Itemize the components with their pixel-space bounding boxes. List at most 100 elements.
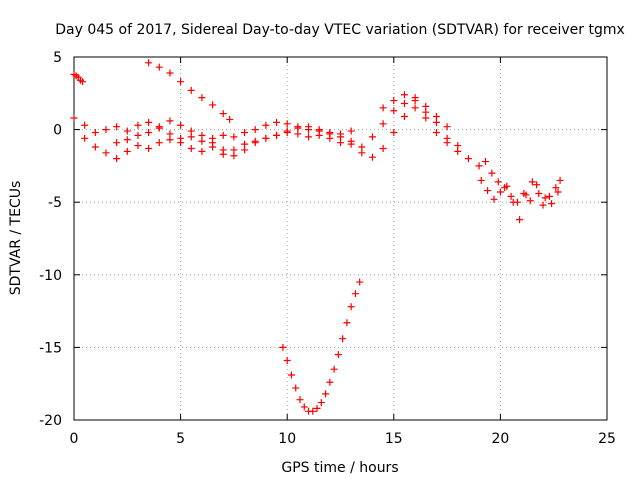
data-point xyxy=(379,104,387,112)
data-point xyxy=(535,189,543,197)
series-arc-main-upper xyxy=(70,99,472,163)
data-point xyxy=(443,123,451,131)
data-point xyxy=(81,121,89,129)
data-point xyxy=(209,139,217,147)
series-arc-dip xyxy=(279,278,364,415)
data-point xyxy=(219,131,227,139)
y-tick-label: -20 xyxy=(39,413,62,429)
data-point xyxy=(552,184,560,192)
data-point xyxy=(230,152,238,160)
data-point xyxy=(283,356,291,364)
data-point xyxy=(251,126,259,134)
data-point xyxy=(81,134,89,142)
data-point xyxy=(481,158,489,166)
data-point xyxy=(351,290,359,298)
data-point xyxy=(241,146,249,154)
data-point xyxy=(145,144,153,152)
data-point xyxy=(187,127,195,135)
y-tick-label: -10 xyxy=(39,268,62,284)
data-point xyxy=(379,120,387,128)
data-point xyxy=(177,139,185,147)
data-point xyxy=(273,118,281,126)
data-point xyxy=(79,78,87,86)
data-point xyxy=(541,194,549,202)
data-point xyxy=(166,136,174,144)
data-point xyxy=(123,136,131,144)
data-point xyxy=(187,144,195,152)
grid xyxy=(74,57,607,420)
data-point xyxy=(317,399,325,407)
data-point xyxy=(283,120,291,128)
data-point xyxy=(400,91,408,99)
data-point xyxy=(134,131,142,139)
data-point xyxy=(337,139,344,147)
data-point xyxy=(123,127,131,135)
data-point xyxy=(145,59,153,67)
data-point xyxy=(219,110,227,118)
series-arc-mid-band xyxy=(113,117,355,160)
data-point xyxy=(334,351,342,359)
y-tick-label: 0 xyxy=(53,123,62,139)
data-point xyxy=(356,278,364,286)
data-point xyxy=(273,131,281,139)
series-arc-descending xyxy=(145,59,234,123)
data-point xyxy=(475,162,483,170)
data-point xyxy=(134,121,142,129)
data-point xyxy=(145,118,153,126)
data-point xyxy=(411,104,419,112)
series-arc-late-scatter xyxy=(475,158,564,209)
data-point xyxy=(526,197,534,205)
data-point xyxy=(390,97,398,105)
data-point xyxy=(503,182,511,190)
series-arc-late-scatter-2 xyxy=(477,176,562,224)
data-points xyxy=(70,59,564,415)
data-point xyxy=(219,146,227,154)
data-point xyxy=(155,123,163,131)
x-tick-label: 20 xyxy=(491,431,509,447)
data-point xyxy=(443,134,451,142)
data-point xyxy=(390,129,398,137)
x-tick-label: 5 xyxy=(176,431,185,447)
data-point xyxy=(337,130,344,138)
data-point xyxy=(368,133,376,141)
data-point xyxy=(187,86,195,94)
data-point xyxy=(539,201,547,209)
data-point xyxy=(432,129,440,137)
data-point xyxy=(300,403,308,411)
data-point xyxy=(528,178,536,186)
data-point xyxy=(91,143,99,151)
x-tick-label: 0 xyxy=(70,431,79,447)
data-point xyxy=(379,144,387,152)
data-point xyxy=(326,378,334,386)
data-point xyxy=(494,178,502,186)
data-point xyxy=(330,365,338,373)
data-point xyxy=(326,129,334,137)
data-point xyxy=(507,192,515,200)
data-point xyxy=(411,94,419,102)
data-point xyxy=(177,78,185,86)
data-point xyxy=(556,176,564,184)
data-point xyxy=(422,102,430,110)
data-point xyxy=(343,319,351,327)
data-point xyxy=(166,117,174,125)
data-point xyxy=(368,153,376,161)
data-point xyxy=(533,181,541,189)
data-point xyxy=(477,176,485,184)
data-point xyxy=(490,195,498,203)
data-point xyxy=(305,133,313,141)
data-point xyxy=(313,404,321,412)
data-point xyxy=(166,69,174,77)
x-tick-label: 15 xyxy=(385,431,403,447)
data-point xyxy=(400,99,408,107)
data-point xyxy=(102,149,110,157)
data-point xyxy=(484,187,492,195)
series-arc-upper-ramp xyxy=(379,91,451,131)
data-point xyxy=(432,113,440,121)
data-point xyxy=(309,407,317,415)
data-point xyxy=(262,134,270,142)
x-tick-label: 10 xyxy=(278,431,296,447)
data-point xyxy=(347,127,355,135)
data-point xyxy=(454,142,462,150)
data-point xyxy=(522,191,530,199)
